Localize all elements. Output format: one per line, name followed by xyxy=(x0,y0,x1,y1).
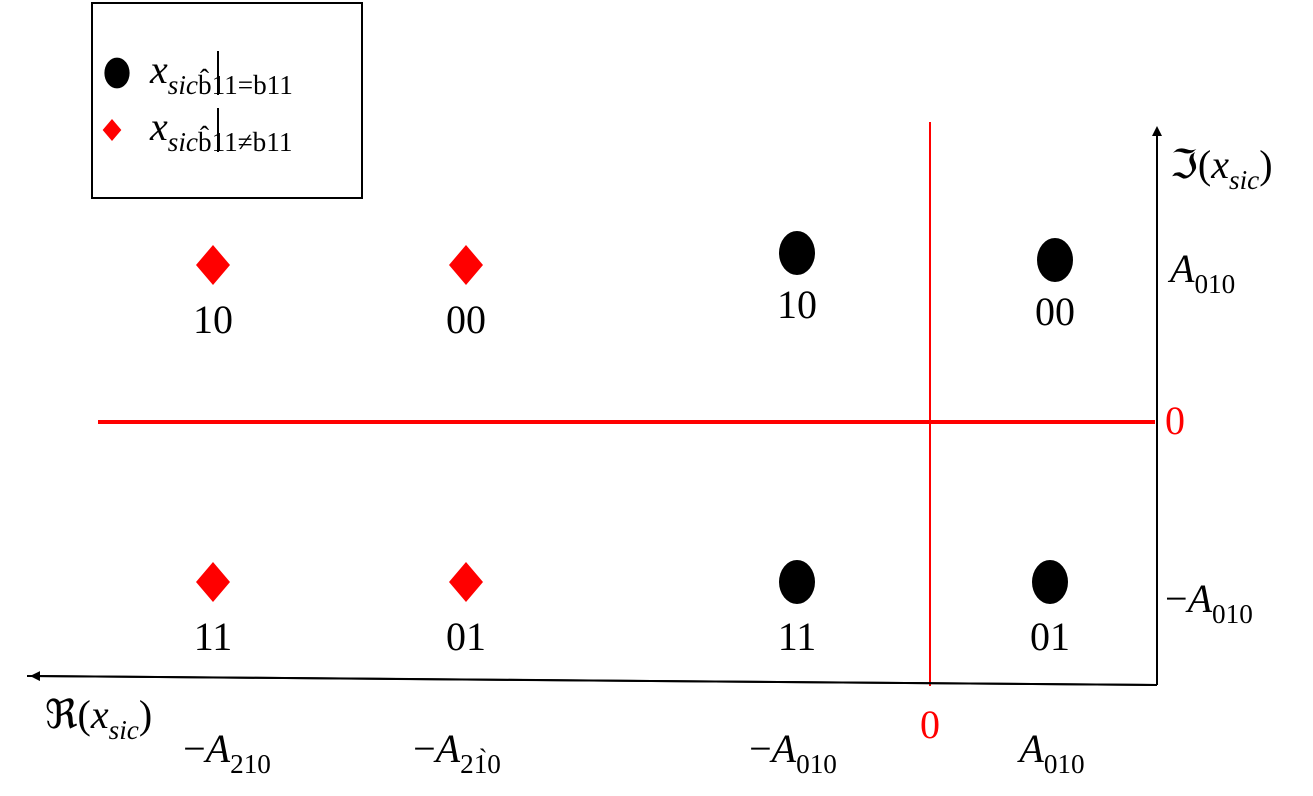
symbol: A xyxy=(203,726,231,771)
math-label: A010 xyxy=(1167,246,1235,299)
sign: − xyxy=(183,726,206,771)
point-label: 00 xyxy=(446,297,486,342)
math-label: ℑ(xsic) xyxy=(1170,142,1273,195)
variable-sub: sic xyxy=(109,715,139,745)
symbol: A xyxy=(769,726,797,771)
symbol: A xyxy=(433,726,461,771)
constellation-point xyxy=(196,245,230,285)
legend-marker xyxy=(104,57,130,89)
point-label: 00 xyxy=(1035,289,1075,334)
condition: b̂11≠b11 xyxy=(198,126,292,157)
sign: − xyxy=(413,726,436,771)
sub: 21̀0 xyxy=(460,749,501,779)
zero: 0 xyxy=(1165,398,1185,443)
legend-marker xyxy=(102,119,122,141)
symbol: A xyxy=(1167,246,1195,291)
sub: 010 xyxy=(1044,749,1085,779)
sign: − xyxy=(749,726,772,771)
constellation-point xyxy=(1032,560,1068,604)
constellation-point xyxy=(449,245,483,285)
point-label: 11 xyxy=(778,614,817,659)
sub: 210 xyxy=(230,749,271,779)
sub: 010 xyxy=(1194,269,1235,299)
math-label: xsicb̂11=b11 xyxy=(149,47,293,100)
symbol: A xyxy=(1016,726,1044,771)
constellation-point xyxy=(196,562,230,602)
variable-sub: sic xyxy=(168,127,198,157)
math-label: −A010 xyxy=(749,726,837,779)
symbol: A xyxy=(1185,576,1213,621)
math-label: A010 xyxy=(1016,726,1084,779)
sign: − xyxy=(1165,576,1188,621)
point-label: 01 xyxy=(1030,614,1070,659)
math-label: ℜ(xsic) xyxy=(45,692,152,745)
variable-sub: sic xyxy=(1229,165,1259,195)
variable: x xyxy=(149,47,168,92)
constellation-point xyxy=(779,560,815,604)
condition: b̂11=b11 xyxy=(198,69,293,100)
real-axis-tail xyxy=(26,675,1158,686)
variable: x xyxy=(90,692,109,737)
point-label: 10 xyxy=(777,282,817,327)
suffix: ) xyxy=(1259,142,1272,187)
math-label: −A21̀0 xyxy=(413,726,501,779)
math-label: 0 xyxy=(920,702,940,747)
constellation-point xyxy=(779,231,815,275)
sub: 010 xyxy=(796,749,837,779)
zero: 0 xyxy=(920,702,940,747)
variable-sub: sic xyxy=(168,70,198,100)
sub: 010 xyxy=(1212,599,1253,629)
constellation-point xyxy=(449,562,483,602)
math-label: −A010 xyxy=(1165,576,1253,629)
math-label: 0 xyxy=(1165,398,1185,443)
math-label: −A210 xyxy=(183,726,271,779)
suffix: ) xyxy=(139,692,152,737)
variable: x xyxy=(149,104,168,149)
math-label: xsicb̂11≠b11 xyxy=(149,104,292,157)
prefix: ℜ( xyxy=(45,692,91,737)
legend-box xyxy=(91,2,363,199)
point-label: 10 xyxy=(193,297,233,342)
point-label: 01 xyxy=(446,614,486,659)
variable: x xyxy=(1210,142,1229,187)
constellation-point xyxy=(1037,238,1073,282)
point-label: 11 xyxy=(194,614,233,659)
prefix: ℑ( xyxy=(1170,142,1211,187)
